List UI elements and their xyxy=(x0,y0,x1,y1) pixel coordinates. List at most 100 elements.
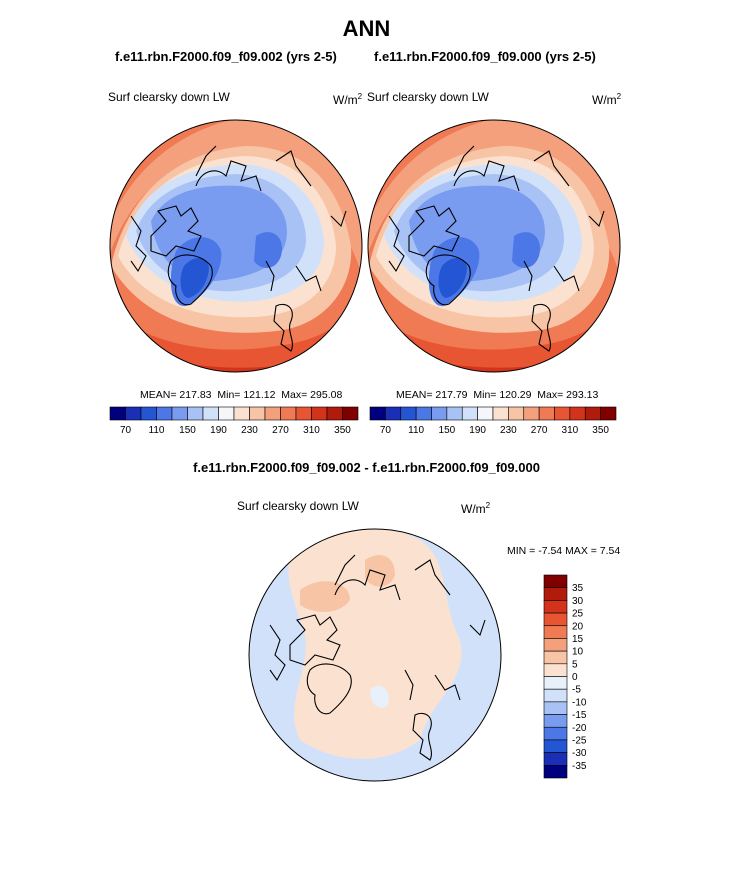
panel2-colorbar-tick-label: 270 xyxy=(531,425,548,436)
diff-colorbar-box xyxy=(543,587,568,601)
panel1-colorbar-box xyxy=(326,406,343,421)
panel2-colorbar-box xyxy=(415,406,432,421)
panel1-colorbar-box xyxy=(125,406,142,421)
panel2-colorbar-box xyxy=(431,406,448,421)
panel1-colorbar-box xyxy=(264,406,281,421)
diff-map xyxy=(249,529,501,781)
panel2-colorbar-box xyxy=(446,406,463,421)
panel2-colorbar-tick-label: 350 xyxy=(592,425,609,436)
panel1-colorbar-box xyxy=(342,406,359,421)
diff-colorbar-tick-label: 25 xyxy=(572,609,584,620)
panel1-variable: Surf clearsky down LW xyxy=(108,90,230,104)
diff-colorbar-box xyxy=(543,726,568,741)
panel2-colorbar-box xyxy=(523,406,540,421)
panel2-map xyxy=(368,120,620,372)
diff-colorbar-box xyxy=(543,650,568,665)
panel1-colorbar-tick-label: 310 xyxy=(303,425,320,436)
panel2-colorbar-tick-label: 230 xyxy=(500,425,517,436)
panel1-colorbar-box xyxy=(109,406,126,421)
panel1-colorbar-box xyxy=(233,406,250,421)
panel1-case-title: f.e11.rbn.F2000.f09_f09.002 (yrs 2-5) xyxy=(115,49,337,64)
panel1-colorbar-box xyxy=(295,406,312,421)
panel2-colorbar-tick-label: 70 xyxy=(380,425,392,436)
diff-colorbar-tick-label: 10 xyxy=(572,647,584,658)
panel1-colorbar-box xyxy=(311,406,328,421)
panel2-colorbar-box xyxy=(538,406,555,421)
diff-variable: Surf clearsky down LW xyxy=(237,499,359,513)
panel2-colorbar-tick-label: 310 xyxy=(562,425,579,436)
panel1-colorbar-box xyxy=(249,406,266,421)
panel1-units: W/m2 xyxy=(333,92,363,107)
diff-colorbar-tick-label: 35 xyxy=(572,583,584,594)
diff-colorbar-box xyxy=(543,600,568,614)
panel1-colorbar-tick-label: 150 xyxy=(179,425,196,436)
panel1-stats: MEAN= 217.83 Min= 121.12 Max= 295.08 xyxy=(140,389,343,401)
diff-units: W/m2 xyxy=(461,501,491,516)
panel2-colorbar-tick-label: 190 xyxy=(469,425,486,436)
diff-minmax: MIN = -7.54 MAX = 7.54 xyxy=(507,545,621,557)
diff-colorbar-box xyxy=(543,739,568,753)
diff-colorbar-tick-label: -20 xyxy=(572,723,587,734)
diff-colorbar-box xyxy=(543,765,568,779)
panel1-colorbar: 70 110 150 190 230 270 310 350 xyxy=(109,406,359,436)
diff-colorbar-tick-label: 20 xyxy=(572,621,584,632)
diff-colorbar-tick-label: -25 xyxy=(572,735,587,746)
panel1-colorbar-box xyxy=(218,406,235,421)
diff-colorbar-box xyxy=(543,752,568,766)
diff-colorbar-box xyxy=(543,638,568,652)
panel2-colorbar-box xyxy=(400,406,417,421)
figure-title: ANN xyxy=(342,16,391,41)
panel2-colorbar-box xyxy=(385,406,402,421)
diff-colorbar-box xyxy=(543,701,568,715)
panel1-colorbar-box xyxy=(280,406,297,421)
panel2-colorbar-tick-label: 110 xyxy=(408,425,424,436)
panel2-colorbar-box xyxy=(584,406,601,421)
diff-colorbar-tick-label: -30 xyxy=(572,748,587,759)
diff-colorbar-box xyxy=(543,714,568,728)
diff-map-border xyxy=(248,528,502,782)
diff-title: f.e11.rbn.F2000.f09_f09.002 - f.e11.rbn.… xyxy=(193,460,540,475)
panel2-colorbar-box xyxy=(477,406,494,421)
diff-colorbar-box xyxy=(543,688,568,703)
panel1-colorbar-tick-label: 230 xyxy=(241,425,258,436)
panel1-colorbar-tick-label: 110 xyxy=(149,425,165,436)
panel2-colorbar-box xyxy=(492,406,509,421)
panel1-colorbar-tick-label: 190 xyxy=(210,425,227,436)
panel2-colorbar-box xyxy=(554,406,571,421)
panel1-colorbar-box xyxy=(171,406,188,421)
panel1-map-border xyxy=(109,119,363,373)
panel1-colorbar-box xyxy=(140,406,157,421)
diff-colorbar-tick-label: 0 xyxy=(572,672,578,683)
diff-colorbar-tick-label: 30 xyxy=(572,596,584,607)
panel2-units: W/m2 xyxy=(592,92,622,107)
panel1-colorbar-tick-label: 70 xyxy=(120,425,132,436)
diff-colorbar-box xyxy=(543,574,568,588)
panel1-colorbar-tick-label: 270 xyxy=(272,425,289,436)
diff-colorbar-box xyxy=(543,625,568,639)
panel2-stats: MEAN= 217.79 Min= 120.29 Max= 293.13 xyxy=(396,389,599,401)
diff-colorbar-tick-label: -5 xyxy=(572,685,581,696)
diff-colorbar-box xyxy=(543,676,568,690)
diff-colorbar-tick-label: 5 xyxy=(572,659,578,670)
panel1-colorbar-box xyxy=(156,406,173,421)
panel1-colorbar-box xyxy=(187,406,204,421)
diff-colorbar-tick-label: -35 xyxy=(572,761,587,772)
diff-colorbar-tick-label: -10 xyxy=(572,697,587,708)
panel2-colorbar-box xyxy=(369,406,386,421)
panel1-map xyxy=(110,120,362,372)
panel2-colorbar-box xyxy=(508,406,525,421)
diff-colorbar-box xyxy=(543,663,568,677)
panel1-colorbar-box xyxy=(202,406,219,421)
panel2-colorbar-box xyxy=(569,406,586,421)
panel2-colorbar-box xyxy=(461,406,478,421)
panel1-colorbar-tick-label: 350 xyxy=(334,425,351,436)
diff-colorbar-tick-label: -15 xyxy=(572,710,587,721)
diff-colorbar-box xyxy=(543,612,568,627)
diff-colorbar-tick-label: 15 xyxy=(572,634,584,645)
panel2-variable: Surf clearsky down LW xyxy=(367,90,489,104)
panel2-colorbar-tick-label: 150 xyxy=(439,425,456,436)
panel2-case-title: f.e11.rbn.F2000.f09_f09.000 (yrs 2-5) xyxy=(374,49,596,64)
panel2-map-border xyxy=(367,119,621,373)
